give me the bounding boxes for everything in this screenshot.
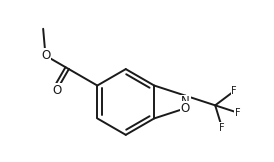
Text: F: F: [231, 86, 237, 96]
Text: N: N: [181, 95, 190, 109]
Text: O: O: [41, 49, 50, 62]
Text: F: F: [219, 123, 225, 133]
Text: O: O: [181, 102, 190, 115]
Text: F: F: [235, 108, 241, 118]
Text: O: O: [52, 84, 61, 97]
